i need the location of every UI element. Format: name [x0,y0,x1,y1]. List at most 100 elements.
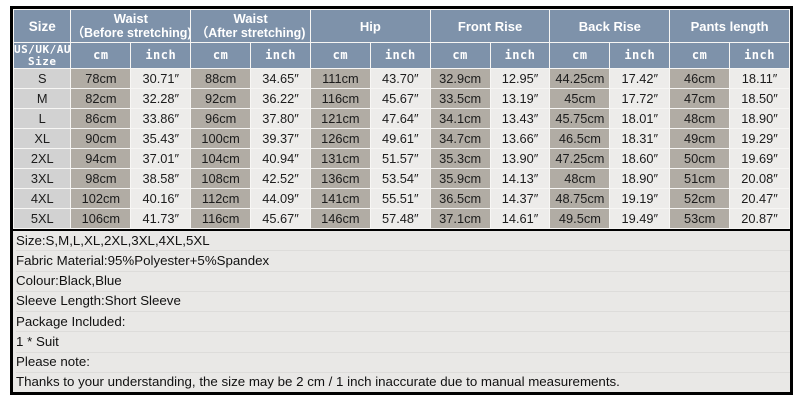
size-chart-sheet: Size Waist （Before stretching) Waist （Af… [10,6,793,395]
unit-header-cm: cm [191,43,251,68]
note-line: Sleeve Length:Short Sleeve [16,290,790,311]
cm-value-cell: 90cm [71,129,131,148]
note-line: Package Included: [16,311,790,331]
inch-value-cell: 38.58″ [131,169,191,188]
cm-value-cell: 112cm [191,189,251,208]
inch-value-cell: 55.51″ [370,189,430,208]
note-line: Size:S,M,L,XL,2XL,3XL,4XL,5XL [16,232,210,248]
column-group-back-rise: Back Rise [550,10,670,42]
group-title: Pants length [690,18,769,34]
cm-value-cell: 46cm [670,69,730,88]
inch-value-cell: 40.94″ [251,149,310,168]
inch-value-cell: 51.57″ [370,149,430,168]
inch-value-cell: 57.48″ [370,209,430,228]
note-line: Fabric Material:95%Polyester+5%Spandex [16,250,790,270]
unit-header-inch: inch [370,43,430,68]
cm-value-cell: 116cm [310,89,370,108]
cm-value-cell: 106cm [71,209,131,228]
inch-value-cell: 40.16″ [131,189,191,208]
inch-value-cell: 45.67″ [251,209,310,228]
cm-value-cell: 47cm [670,89,730,108]
cm-value-cell: 48.75cm [550,189,610,208]
cm-value-cell: 45.75cm [550,109,610,128]
inch-value-cell: 53.54″ [370,169,430,188]
unit-header-cm: cm [71,43,131,68]
table-row: S 78cm 30.71″ 88cm 34.65″ 111cm 43.70″ 32.9cm 12… [14,69,789,88]
cm-value-cell: 94cm [71,149,131,168]
unit-header-cm: cm [310,43,370,68]
group-title: Hip [359,18,381,34]
inch-value-cell: 32.28″ [131,89,191,108]
inch-value-cell: 13.19″ [490,89,550,108]
cm-value-cell: 49.5cm [550,209,610,228]
size-cell: 3XL [14,169,71,188]
cm-value-cell: 78cm [71,69,131,88]
cm-value-cell: 46.5cm [550,129,610,148]
size-cell: XL [14,129,71,148]
inch-value-cell: 12.95″ [490,69,550,88]
inch-value-cell: 18.50″ [730,89,789,108]
cm-value-cell: 121cm [310,109,370,128]
inch-value-cell: 34.65″ [251,69,310,88]
group-header-row: Size Waist （Before stretching) Waist （Af… [14,10,789,42]
table-header: Size Waist （Before stretching) Waist （Af… [14,10,789,68]
cm-value-cell: 44.25cm [550,69,610,88]
cm-value-cell: 104cm [191,149,251,168]
table-row: 3XL 98cm 38.58″ 108cm 42.52″ 136cm 53.54″ 35.9c… [14,169,789,188]
inch-value-cell: 18.60″ [610,149,670,168]
inch-value-cell: 19.19″ [610,189,670,208]
table-row: L 86cm 33.86″ 96cm 37.80″ 121cm 47.64″ 34.1cm 13… [14,109,789,128]
inch-value-cell: 14.61″ [490,209,550,228]
inch-value-cell: 18.90″ [610,169,670,188]
cm-value-cell: 50cm [670,149,730,168]
inch-value-cell: 13.90″ [490,149,550,168]
unit-header-inch: inch [730,43,789,68]
cm-value-cell: 116cm [191,209,251,228]
column-group-front-rise: Front Rise [430,10,550,42]
cm-value-cell: 32.9cm [430,69,490,88]
inch-value-cell: 37.80″ [251,109,310,128]
unit-header-cm: cm [430,43,490,68]
cm-value-cell: 146cm [310,209,370,228]
group-title: Waist [233,11,268,26]
group-title: Back Rise [578,18,641,34]
column-group-pants-length: Pants length [670,10,789,42]
column-group-waist-before: Waist （Before stretching) [71,10,191,42]
cm-value-cell: 102cm [71,189,131,208]
cm-value-cell: 35.3cm [430,149,490,168]
cm-value-cell: 126cm [310,129,370,148]
inch-value-cell: 13.43″ [490,109,550,128]
unit-header-inch: inch [131,43,191,68]
cm-value-cell: 82cm [71,89,131,108]
cm-value-cell: 111cm [310,69,370,88]
group-subtitle: （Before stretching) [71,26,191,40]
note-line: Please note: [16,351,790,372]
cm-value-cell: 108cm [191,169,251,188]
cm-value-cell: 47.25cm [550,149,610,168]
column-group-hip: Hip [310,10,430,42]
inch-value-cell: 17.72″ [610,89,670,108]
size-chart-table: Size Waist （Before stretching) Waist （Af… [13,9,790,231]
inch-value-cell: 20.87″ [730,209,789,228]
note-line: Colour:Black,Blue [16,270,790,291]
size-column-header: Size [14,10,71,42]
size-sub-header: US/UK/AU Size [14,43,71,68]
cm-value-cell: 48cm [670,109,730,128]
size-cell: 2XL [14,149,71,168]
cm-value-cell: 53cm [670,209,730,228]
cm-value-cell: 33.5cm [430,89,490,108]
size-cell: 5XL [14,209,71,228]
group-title: Waist [113,11,148,26]
size-cell: M [14,89,71,108]
cm-value-cell: 37.1cm [430,209,490,228]
cm-value-cell: 100cm [191,129,251,148]
cm-value-cell: 35.9cm [430,169,490,188]
inch-value-cell: 18.31″ [610,129,670,148]
inch-value-cell: 43.70″ [370,69,430,88]
size-cell: 4XL [14,189,71,208]
inch-value-cell: 13.66″ [490,129,550,148]
inch-value-cell: 19.69″ [730,149,789,168]
inch-value-cell: 20.08″ [730,169,789,188]
cm-value-cell: 96cm [191,109,251,128]
table-row: 2XL 94cm 37.01″ 104cm 40.94″ 131cm 51.57″ 35.3c… [14,149,789,168]
